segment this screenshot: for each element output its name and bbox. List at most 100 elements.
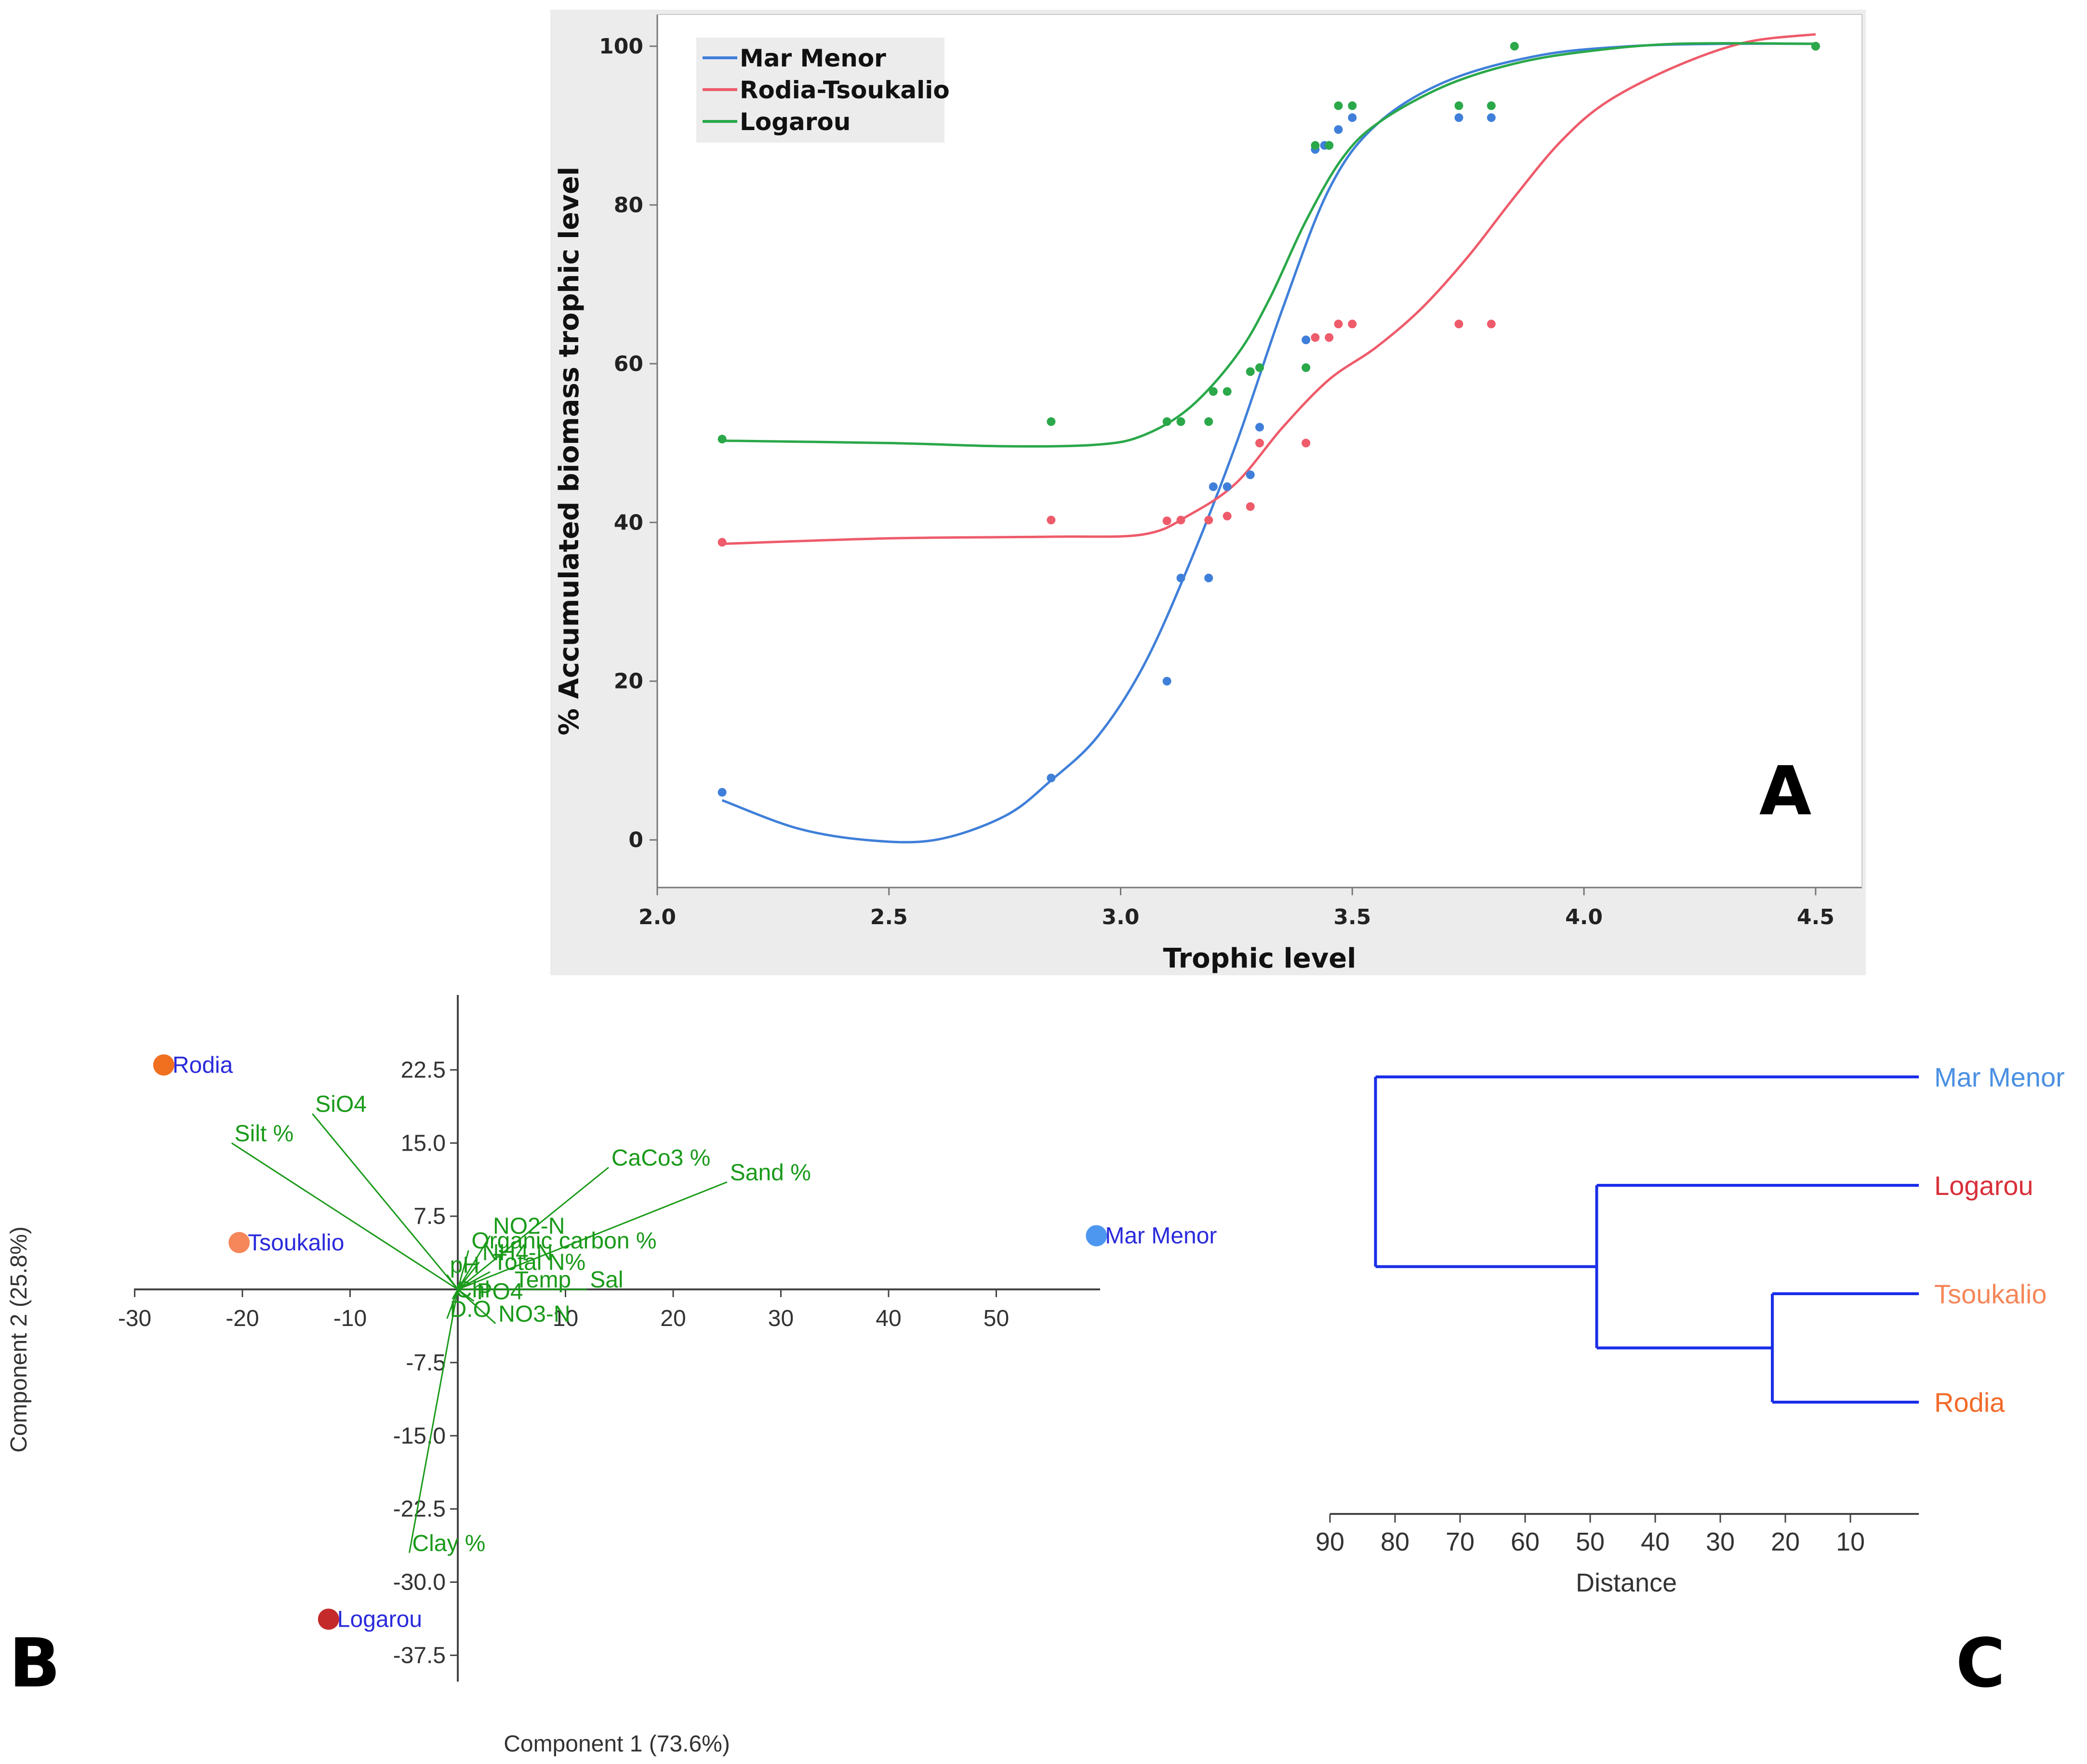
site-label-rodia: Rodia	[173, 1052, 233, 1078]
curve-rodia-tsoukalio	[722, 33, 1816, 545]
leaf-label-tsoukalio: Tsoukalio	[1934, 1279, 2047, 1309]
chart-b-x-tick-label: -10	[333, 1306, 367, 1331]
legend-label-rodia-tsoukalio: Rodia-Tsoukalio	[740, 76, 950, 104]
chart-b-x-tick-label: 50	[984, 1306, 1009, 1331]
chart-c-x-tick-label: 80	[1381, 1527, 1409, 1556]
chart-b-y-title: Component 2 (25.8%)	[6, 1226, 32, 1453]
loading-label-sand: Sand %	[730, 1160, 811, 1185]
chart-a-x-title: Trophic level	[1163, 943, 1356, 974]
dendrogram-leaves: Mar Menor Logarou Tsoukalio Rodia	[1934, 1062, 2065, 1418]
chart-b-y-tick-label: -37.5	[393, 1643, 446, 1668]
point-mar-menor	[1348, 113, 1357, 122]
loading-label-sal: Sal	[590, 1267, 623, 1293]
chart-a-x-tick-label: 2.0	[638, 905, 676, 929]
chart-a-y-title: % Accumulated biomass trophic level	[554, 167, 585, 735]
cluster-dendrogram: Mar Menor Logarou Tsoukalio Rodia 90 80 70 60 5…	[1316, 1062, 2065, 1703]
loading-vector-sio4	[312, 1113, 459, 1290]
chart-b-x-tick-label: 20	[660, 1306, 686, 1331]
chart-a-y-tick-label: 100	[599, 34, 643, 59]
point-logarou	[1209, 387, 1218, 396]
point-mar-menor	[1454, 113, 1463, 122]
loading-label-caco3: CaCo3 %	[611, 1145, 710, 1171]
site-marker-logarou	[318, 1608, 339, 1630]
point-logarou	[1204, 417, 1213, 426]
point-rodia-tsoukalio	[1311, 333, 1320, 342]
point-rodia-tsoukalio	[1223, 512, 1232, 521]
point-logarou	[1255, 363, 1264, 372]
chart-a-x-tick-label: 3.5	[1333, 905, 1371, 929]
chart-a-plot-area	[657, 14, 1862, 888]
trophic-biomass-chart: 2.0 2.5 3.0 3.5 4.0 4.5 0 20 40 60 80 100 Mar Menor…	[550, 10, 1866, 975]
chart-a-y-tick-label: 0	[628, 828, 643, 852]
point-mar-menor	[1204, 573, 1213, 583]
loading-label-ph: pH	[450, 1253, 479, 1278]
site-marker-tsoukalio	[228, 1232, 250, 1253]
point-rodia-tsoukalio	[1348, 319, 1357, 329]
loading-label-po4: PO4	[477, 1279, 523, 1304]
chart-a-y-tick-label: 60	[614, 352, 643, 376]
point-mar-menor	[1246, 470, 1255, 479]
chart-b-y-tick-label: -15.0	[393, 1423, 446, 1449]
chart-c-x-tick-label: 40	[1641, 1527, 1670, 1556]
chart-b-y-tick-label: 15.0	[401, 1130, 446, 1156]
loading-label-organic-carbon: Organic carbon %	[471, 1228, 656, 1254]
chart-c-x-tick-label: 60	[1511, 1527, 1540, 1556]
chart-a-points	[718, 41, 1820, 797]
chart-c-x-tick-label: 90	[1316, 1527, 1344, 1556]
chart-b-x-tick-label: -30	[118, 1306, 151, 1331]
chart-a-x-tick-label: 4.5	[1797, 905, 1834, 929]
loading-vector-nh4-n	[457, 1261, 480, 1290]
loading-label-clay: Clay %	[412, 1531, 485, 1556]
chart-c-x-tick-label: 20	[1771, 1527, 1800, 1556]
point-rodia-tsoukalio	[1325, 333, 1334, 342]
chart-a-curves	[721, 33, 1816, 844]
loading-label-silt: Silt %	[235, 1121, 294, 1146]
point-logarou	[1223, 387, 1232, 396]
point-rodia-tsoukalio	[1204, 516, 1213, 525]
loading-vector-sand	[457, 1181, 728, 1290]
legend-box	[696, 38, 944, 143]
chart-b-sites: Rodia Tsoukalio Mar Menor Logarou	[153, 1052, 1217, 1632]
chart-c-x-tick-label: 70	[1446, 1527, 1475, 1556]
loading-vector-organic-carbon	[457, 1250, 469, 1290]
point-mar-menor	[718, 788, 727, 797]
loading-vector-silt	[231, 1142, 458, 1290]
curve-mar-menor	[721, 42, 1816, 844]
point-logarou	[1487, 101, 1496, 110]
loading-vector-no2-n	[457, 1235, 491, 1290]
chart-a-x-tick-label: 2.5	[870, 905, 908, 929]
point-logarou	[1325, 141, 1334, 150]
chart-b-y-tick-label: -7.5	[406, 1350, 446, 1376]
chart-c-x-tick-label: 10	[1836, 1527, 1865, 1556]
chart-a-x-tick-label: 4.0	[1565, 905, 1603, 929]
point-logarou	[1162, 417, 1171, 426]
point-logarou	[1246, 367, 1255, 376]
site-label-tsoukalio: Tsoukalio	[248, 1230, 344, 1256]
chart-b-x-tick-label: 10	[553, 1306, 578, 1331]
dendrogram-branches	[1374, 1075, 1919, 1404]
loading-vector-caco3	[457, 1167, 609, 1290]
loading-vector-clay	[408, 1289, 459, 1553]
point-mar-menor	[1223, 482, 1232, 491]
chart-b-y-tick-label: -30.0	[393, 1570, 446, 1595]
chart-a-legend: Mar Menor Rodia-Tsoukalio Logarou	[696, 38, 950, 143]
panel-label-c: C	[1956, 1624, 2006, 1703]
loading-label-no3-n: NO3-N	[498, 1301, 570, 1327]
loading-label-no2-n: NO2-N	[493, 1214, 565, 1239]
point-rodia-tsoukalio	[1162, 516, 1171, 525]
point-rodia-tsoukalio	[1334, 319, 1343, 329]
panel-label-a: A	[1759, 752, 1811, 831]
site-label-logarou: Logarou	[337, 1606, 422, 1632]
loading-vector-total-n	[457, 1271, 491, 1290]
point-mar-menor	[1176, 573, 1185, 583]
point-rodia-tsoukalio	[1176, 516, 1185, 525]
loading-label-nh4-n: NH4-N	[482, 1240, 553, 1265]
point-logarou	[1510, 41, 1519, 51]
leaf-label-mar-menor: Mar Menor	[1934, 1062, 2065, 1092]
point-mar-menor	[1047, 773, 1056, 783]
point-rodia-tsoukalio	[718, 538, 727, 547]
point-logarou	[718, 435, 727, 444]
point-logarou	[1811, 41, 1820, 51]
